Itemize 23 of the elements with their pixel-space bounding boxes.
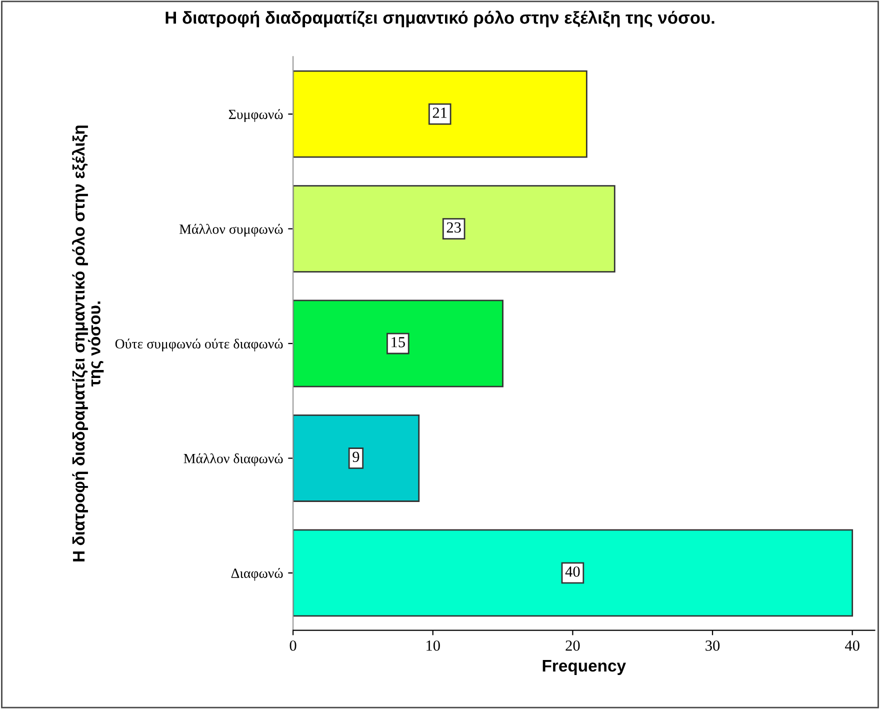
x-tick-label: 40 xyxy=(845,640,860,651)
x-tick-label: 20 xyxy=(566,640,580,651)
bar xyxy=(293,185,616,273)
y-tick-label: Ούτε συμφωνώ ούτε διαφωνώ xyxy=(115,338,283,352)
bar xyxy=(293,529,854,617)
data-label: 21 xyxy=(432,108,447,118)
data-label: 40 xyxy=(565,566,580,577)
y-tick-label: Συμφωνώ xyxy=(228,109,283,122)
data-label: 15 xyxy=(392,337,405,348)
chart-title: Η διατροφή διαδραματίζει σημαντικό ρόλο στην εξέλιξη της νόσου. xyxy=(166,10,714,28)
x-tick-label: 10 xyxy=(426,640,440,651)
y-tick-label: Μάλλον συμφωνώ xyxy=(180,224,283,237)
bar xyxy=(293,414,420,502)
y-tick-label: Μάλλον διαφωνώ xyxy=(184,453,283,466)
data-label: 9 xyxy=(352,452,360,462)
x-axis-title: Frequency xyxy=(542,660,626,675)
bar xyxy=(293,300,504,388)
y-tick-label: Διαφωνώ xyxy=(231,568,283,581)
x-tick-label: 0 xyxy=(290,640,296,651)
data-label: 23 xyxy=(446,222,461,233)
x-tick-label: 30 xyxy=(706,640,720,651)
y-axis-title: Η διατροφή διαδραματίζει σημαντικό ρόλο στην εξέλιξη της νόσου. xyxy=(72,126,104,562)
bar xyxy=(293,70,588,158)
